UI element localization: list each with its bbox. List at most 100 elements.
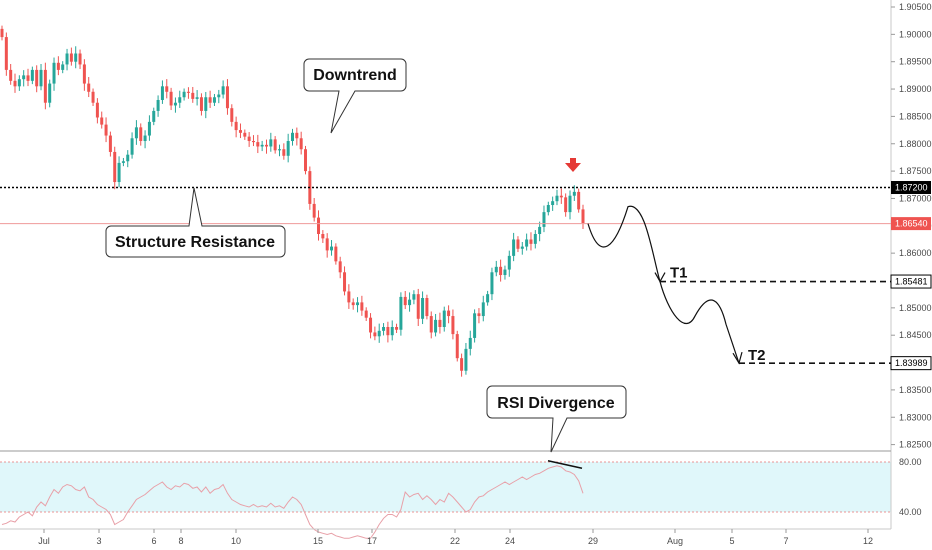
candle-body [0, 28, 4, 38]
candle-body [269, 139, 273, 147]
time-tick-label: Jul [38, 536, 50, 546]
candle-body [91, 91, 95, 103]
rsi-divergence-callout-bubble [486, 385, 627, 453]
candle-body [321, 234, 325, 239]
candle-body [546, 205, 550, 213]
price-tick-label: 1.87000 [899, 193, 932, 203]
candle-body [199, 97, 203, 111]
time-axis: Jul 3 6 8 10 15 17 22 24 29 Aug 5 7 12 [38, 529, 873, 546]
rsi-level-label: 80.00 [899, 457, 922, 467]
candle-body [347, 291, 351, 303]
candle-body [551, 201, 555, 206]
rsi-line [1, 465, 584, 539]
candle-body [503, 269, 507, 276]
candle-body [238, 130, 242, 133]
candle-body [412, 294, 416, 300]
candle-body [143, 135, 147, 142]
candle-body [542, 212, 546, 227]
candle-body [360, 302, 364, 311]
candle-body [390, 326, 394, 336]
rsi-divergence-callout: RSI Divergence [486, 385, 627, 453]
candle-body [421, 298, 425, 319]
t1-price-tag: 1.85481 [890, 274, 932, 289]
candle-body [473, 313, 477, 338]
candle-body [61, 64, 65, 70]
downtrend-text: Downtrend [313, 67, 397, 84]
candle-body [65, 53, 69, 65]
rsi-pane: 80.00 40.00 [0, 457, 922, 539]
candle-body [494, 266, 498, 273]
candle-body [39, 69, 43, 87]
candle-body [395, 326, 399, 330]
current-price-text: 1.86540 [895, 219, 928, 229]
t1-price-text: 1.85481 [895, 277, 928, 287]
price-tick-label: 1.83500 [899, 385, 932, 395]
candle-body [48, 83, 52, 103]
time-tick-label: 15 [313, 536, 323, 546]
candle-body [325, 238, 329, 251]
downtrend-callout: Downtrend [303, 58, 407, 134]
candle-body [338, 261, 342, 273]
candle-body [30, 69, 34, 81]
price-tick-label: 1.90000 [899, 29, 932, 39]
price-tick-label: 1.88500 [899, 111, 932, 121]
candles [0, 25, 585, 377]
candle-body [416, 294, 420, 319]
candle-body [295, 132, 299, 139]
candle-body [230, 108, 234, 122]
t2-price-tag: 1.83989 [890, 356, 932, 371]
candle-body [486, 294, 490, 303]
candle-body [490, 272, 494, 295]
candle-body [52, 62, 56, 84]
candle-body [442, 310, 446, 327]
candle-body [247, 136, 251, 142]
candle-body [126, 154, 130, 162]
candle-body [26, 75, 30, 81]
price-tick-label: 1.82500 [899, 440, 932, 450]
candle-body [351, 302, 355, 306]
candle-body [78, 53, 82, 65]
candle-body [572, 191, 576, 196]
candle-body [117, 162, 121, 183]
price-tick-label: 1.88000 [899, 139, 932, 149]
structure-resistance-text: Structure Resistance [115, 234, 275, 251]
candle-body [82, 64, 86, 84]
candle-body [282, 149, 286, 156]
candle-body [139, 127, 143, 142]
time-tick-label: Aug [667, 536, 683, 546]
candle-body [147, 121, 151, 136]
time-tick-label: 6 [151, 536, 156, 546]
time-tick-label: 24 [505, 536, 515, 546]
candle-body [529, 239, 533, 244]
candle-body [559, 195, 563, 198]
rsi-divergence-text: RSI Divergence [497, 395, 614, 412]
structure-resistance-callout: Structure Resistance [105, 187, 286, 258]
candle-body [191, 92, 195, 99]
candle-body [377, 330, 381, 337]
candle-body [121, 161, 125, 163]
candle-body [507, 255, 511, 270]
candle-body [343, 272, 347, 292]
candle-body [221, 86, 225, 95]
t2-label: T2 [748, 347, 766, 364]
candle-body [451, 316, 455, 335]
candle-body [464, 348, 468, 371]
candle-body [9, 69, 13, 81]
candle-body [516, 239, 520, 249]
candle-body [165, 86, 169, 92]
candle-body [260, 144, 264, 147]
resistance-price-text: 1.87200 [895, 183, 928, 193]
rsi-band [0, 462, 891, 512]
candle-body [160, 86, 164, 100]
price-tick-label: 1.84500 [899, 330, 932, 340]
candle-body [156, 99, 160, 111]
candle-body [4, 37, 8, 70]
candle-body [408, 299, 412, 306]
candle-body [299, 138, 303, 150]
candle-body [195, 97, 199, 99]
down-arrow-icon [565, 158, 581, 173]
candle-body [317, 217, 321, 235]
candle-body [212, 97, 216, 103]
time-tick-label: 3 [96, 536, 101, 546]
